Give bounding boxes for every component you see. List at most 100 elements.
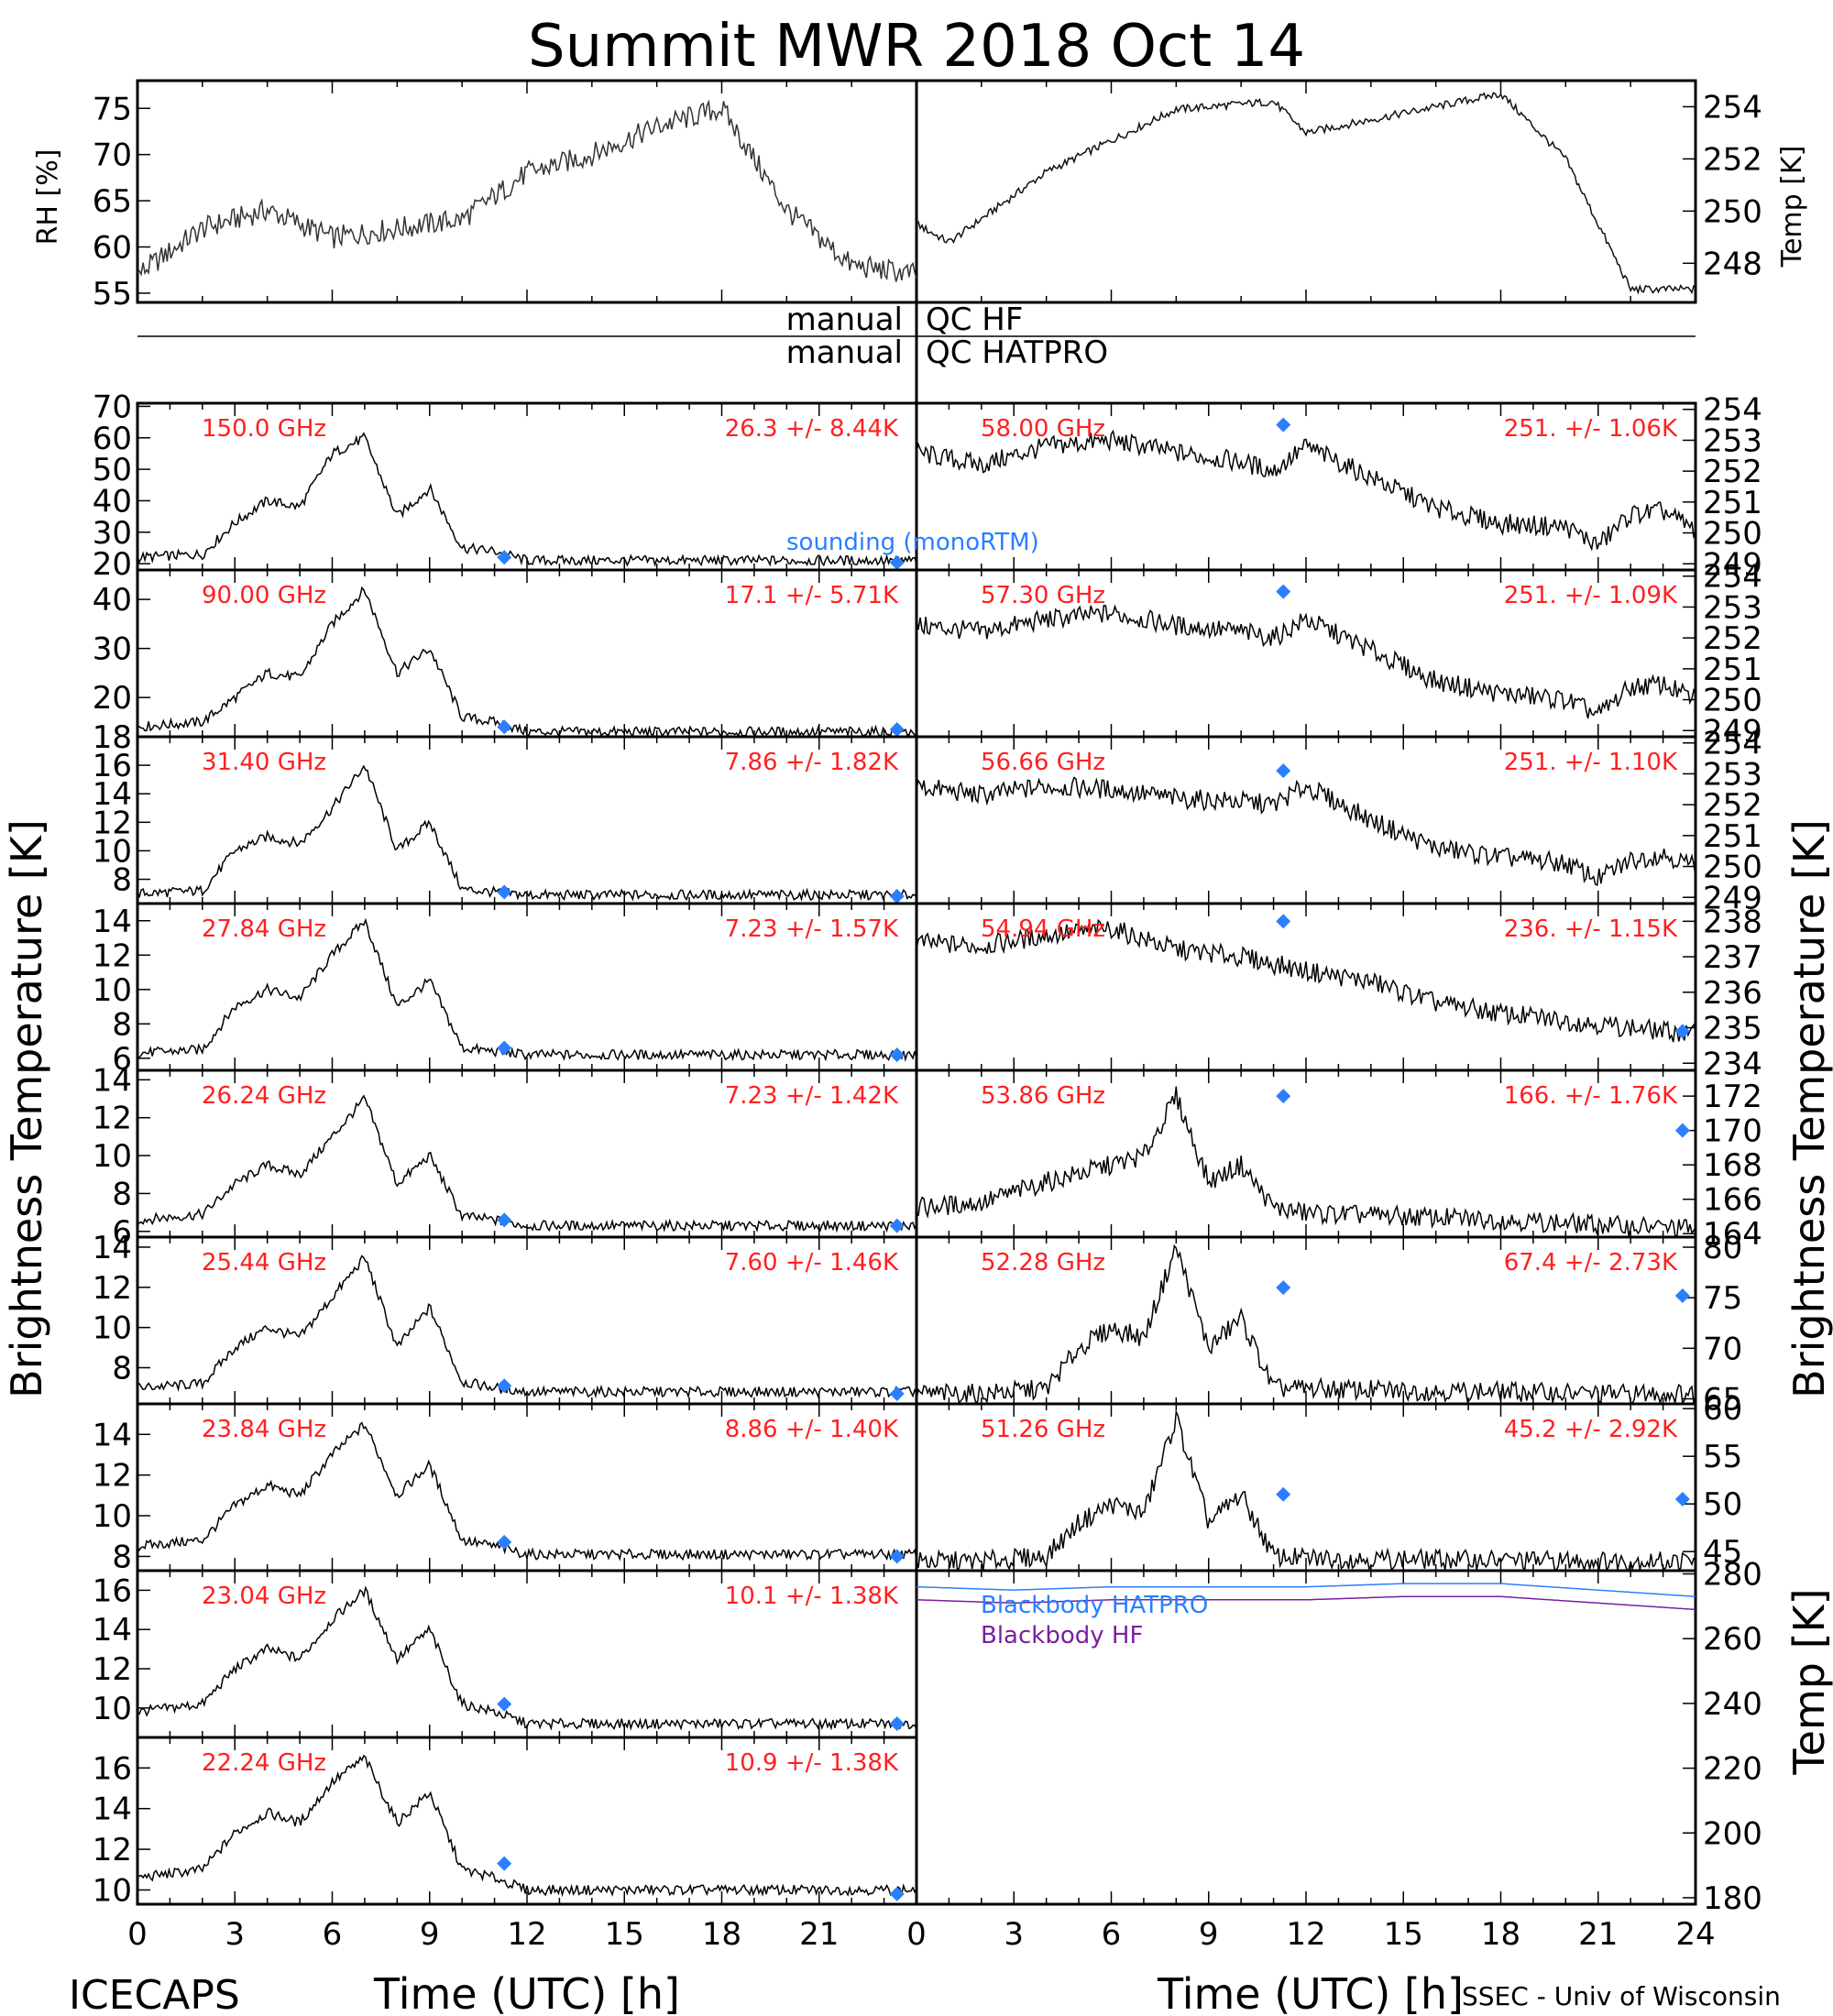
qc-right-1: QC HF	[926, 301, 1023, 338]
sounding-marker	[1276, 1089, 1291, 1104]
sounding-marker	[889, 889, 905, 904]
channel-trace	[137, 1255, 917, 1399]
y-tick-label: 10	[93, 1691, 132, 1727]
sounding-marker	[889, 1716, 905, 1732]
x-axis-label-left: Time (UTC) [h]	[373, 1969, 680, 2016]
qc-left-2: manual	[786, 334, 903, 371]
x-axis-label-right: Time (UTC) [h]	[1157, 1969, 1464, 2016]
frequency-label: 52.28 GHz	[981, 1249, 1105, 1276]
y-tick-label: 250	[1703, 683, 1762, 719]
sounding-marker	[497, 1040, 512, 1056]
y-tick-label: 168	[1703, 1147, 1762, 1184]
x-tick-label: 9	[420, 1916, 440, 1953]
stats-label: 67.4 +/- 2.73K	[1504, 1249, 1678, 1276]
y-tick-label: 249	[1703, 713, 1762, 750]
channel-trace	[916, 1244, 1696, 1406]
x-tick-label: 6	[323, 1916, 343, 1953]
y-tick-label: 8	[112, 1176, 132, 1212]
y-tick-label: 65	[1703, 1381, 1742, 1418]
y-tick-label: 55	[93, 276, 132, 312]
y-tick-label: 252	[1703, 454, 1762, 490]
stats-label: 45.2 +/- 2.92K	[1504, 1416, 1678, 1443]
stats-label: 7.60 +/- 1.46K	[725, 1249, 899, 1276]
y-tick-label: 254	[1703, 89, 1762, 126]
frequency-label: 51.26 GHz	[981, 1416, 1105, 1443]
x-tick-label: 6	[1102, 1916, 1122, 1953]
temp-axis-label: Temp [K]	[1776, 146, 1808, 268]
sounding-marker	[1276, 1280, 1291, 1296]
channel-trace	[137, 1421, 917, 1561]
y-tick-label: 10	[93, 1872, 132, 1909]
blackbody-hf-line	[916, 1595, 1696, 1611]
y-tick-label: 166	[1703, 1182, 1762, 1219]
x-tick-label: 21	[799, 1916, 839, 1953]
sounding-marker	[889, 1047, 905, 1063]
y-tick-label: 253	[1703, 422, 1762, 459]
stats-label: 236. +/- 1.15K	[1504, 915, 1678, 943]
right-brightness-label: Brightness Temperature [K]	[1784, 819, 1833, 1398]
sounding-marker	[889, 1386, 905, 1402]
y-tick-label: 18	[93, 719, 132, 756]
frequency-label: 31.40 GHz	[202, 749, 326, 776]
y-tick-label: 80	[1703, 1230, 1742, 1266]
frequency-label: 57.30 GHz	[981, 582, 1105, 609]
stats-label: 251. +/- 1.10K	[1504, 749, 1678, 776]
frequency-label: 56.66 GHz	[981, 749, 1105, 776]
sounding-marker	[1276, 417, 1291, 433]
y-tick-label: 254	[1703, 559, 1762, 596]
y-tick-label: 10	[93, 1138, 132, 1175]
stats-label: 7.86 +/- 1.82K	[725, 749, 899, 776]
y-tick-label: 12	[93, 1270, 132, 1307]
y-tick-label: 260	[1703, 1621, 1762, 1658]
channel-trace	[916, 429, 1696, 552]
frequency-label: 150.0 GHz	[202, 415, 326, 443]
sounding-marker	[889, 555, 905, 570]
x-tick-label: 12	[507, 1916, 546, 1953]
y-tick-label: 16	[93, 748, 132, 784]
y-tick-label: 12	[93, 805, 132, 841]
frequency-label: 26.24 GHz	[202, 1082, 326, 1110]
y-tick-label: 12	[93, 937, 132, 974]
panel-group: 5560657075248250252254203040506070150.0 …	[93, 79, 1762, 1953]
y-tick-label: 40	[93, 582, 132, 619]
y-tick-label: 238	[1703, 904, 1762, 940]
channel-trace	[916, 604, 1696, 719]
x-tick-label: 18	[1481, 1916, 1520, 1953]
x-tick-label: 24	[1675, 1916, 1715, 1953]
x-tick-label: 3	[225, 1916, 245, 1953]
y-tick-label: 220	[1703, 1751, 1762, 1788]
channel-trace	[137, 1585, 917, 1731]
channel-trace	[916, 1086, 1696, 1238]
y-tick-label: 8	[112, 1539, 132, 1575]
x-tick-label: 0	[127, 1916, 148, 1953]
sounding-marker	[889, 722, 905, 737]
y-tick-label: 14	[93, 1062, 132, 1099]
qc-left-1: manual	[786, 301, 903, 338]
stats-label: 8.86 +/- 1.40K	[725, 1416, 899, 1443]
channel-trace	[916, 776, 1696, 887]
y-tick-label: 45	[1703, 1534, 1742, 1571]
sounding-marker	[497, 1534, 512, 1550]
sounding-marker	[1674, 1492, 1690, 1507]
temp-trace	[916, 92, 1696, 295]
stats-label: 7.23 +/- 1.57K	[725, 915, 899, 943]
x-tick-label: 21	[1578, 1916, 1618, 1953]
y-tick-label: 60	[1703, 1391, 1742, 1428]
blackbody-hf-label: Blackbody HF	[981, 1622, 1143, 1649]
sounding-marker	[1674, 1024, 1690, 1039]
sounding-marker	[497, 1378, 512, 1394]
y-tick-label: 30	[93, 631, 132, 668]
sounding-marker	[497, 1212, 512, 1228]
y-tick-label: 252	[1703, 787, 1762, 824]
sounding-marker	[1276, 1486, 1291, 1502]
y-tick-label: 75	[1703, 1280, 1742, 1317]
y-tick-label: 14	[93, 904, 132, 940]
channel-trace	[137, 586, 917, 739]
y-tick-label: 8	[112, 1351, 132, 1387]
frequency-label: 23.84 GHz	[202, 1416, 326, 1443]
y-tick-label: 12	[93, 1832, 132, 1868]
channel-trace	[137, 764, 917, 903]
y-tick-label: 8	[112, 1006, 132, 1043]
y-tick-label: 250	[1703, 193, 1762, 230]
x-tick-label: 15	[1384, 1916, 1423, 1953]
